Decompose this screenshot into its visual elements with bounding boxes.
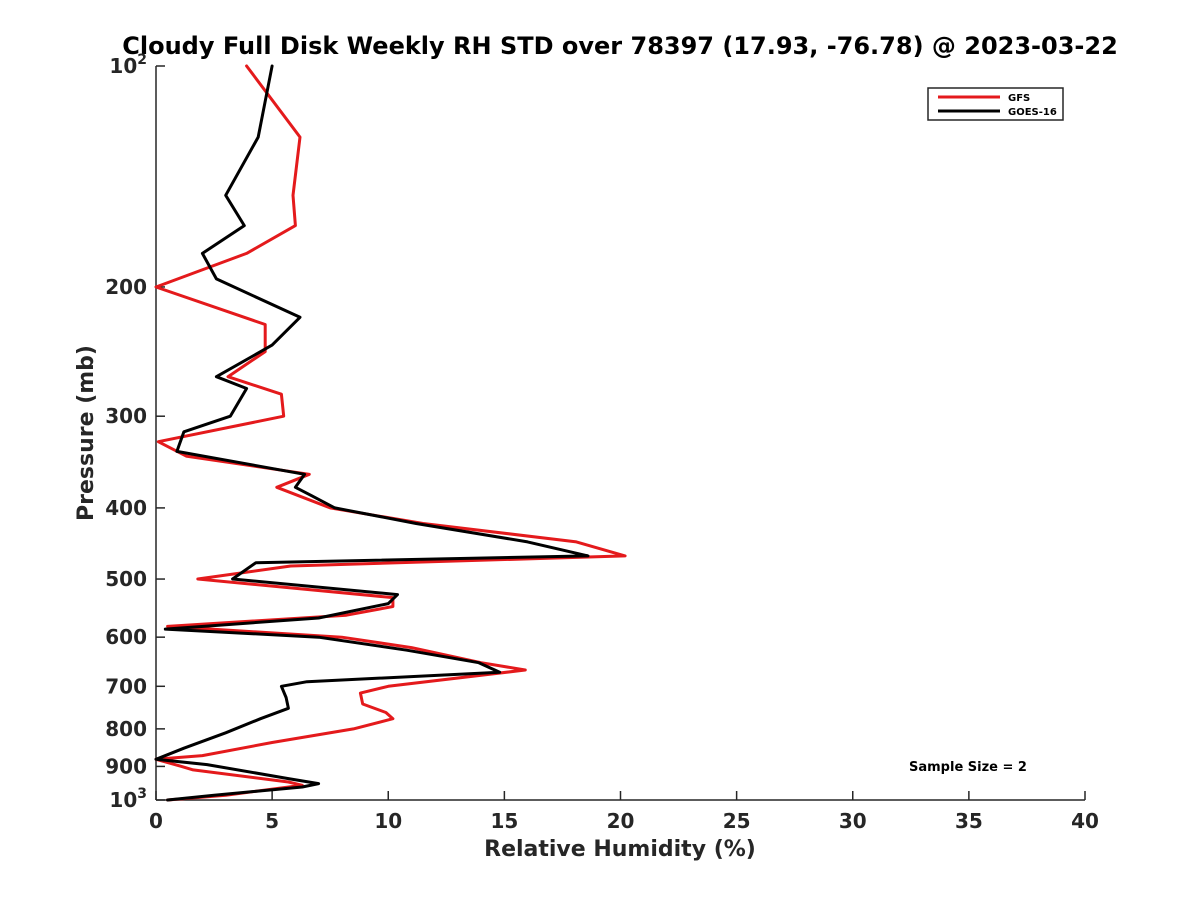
y-tick-label: 700 (105, 674, 147, 698)
y-tick-label: 900 (105, 754, 147, 778)
y-tick-label: 300 (105, 404, 147, 428)
chart-title: Cloudy Full Disk Weekly RH STD over 7839… (122, 32, 1118, 60)
sample-size-annotation: Sample Size = 2 (909, 760, 1027, 775)
y-tick-label: 103 (109, 786, 147, 812)
legend-label-gfs: GFS (1008, 93, 1030, 104)
series-layer (154, 64, 627, 802)
x-tick-label: 30 (839, 809, 867, 833)
x-tick-label: 5 (265, 809, 279, 833)
x-axis-label: Relative Humidity (%) (484, 837, 756, 862)
y-tick-label: 102 (109, 52, 147, 78)
legend-box (927, 87, 1064, 121)
x-tick-label: 35 (955, 809, 983, 833)
y-tick-label: 400 (105, 496, 147, 520)
axes: 0 5 10 15 20 25 30 35 40102200300400500600700800… (105, 52, 1099, 833)
y-tick-exponent: 3 (137, 786, 147, 802)
legend-label-goes-16: GOES-16 (1008, 107, 1057, 118)
y-tick-label: 500 (105, 567, 147, 591)
x-tick-label: 20 (607, 809, 635, 833)
series-line-goes-16 (154, 64, 590, 802)
legend: GFS GOES-16 (927, 87, 1064, 121)
y-tick-base: 10 (109, 788, 137, 812)
y-tick-label: 800 (105, 717, 147, 741)
x-tick-label: 25 (723, 809, 751, 833)
y-axis-label: Pressure (mb) (74, 345, 99, 521)
series-line-gfs (154, 64, 627, 802)
y-tick-base: 10 (109, 54, 137, 78)
x-tick-label: 40 (1071, 809, 1099, 833)
x-tick-label: 10 (374, 809, 402, 833)
y-tick-exponent: 2 (137, 52, 147, 68)
y-tick-label: 600 (105, 625, 147, 649)
y-tick-label: 200 (105, 275, 147, 299)
x-tick-label: 0 (149, 809, 163, 833)
x-tick-label: 15 (490, 809, 518, 833)
